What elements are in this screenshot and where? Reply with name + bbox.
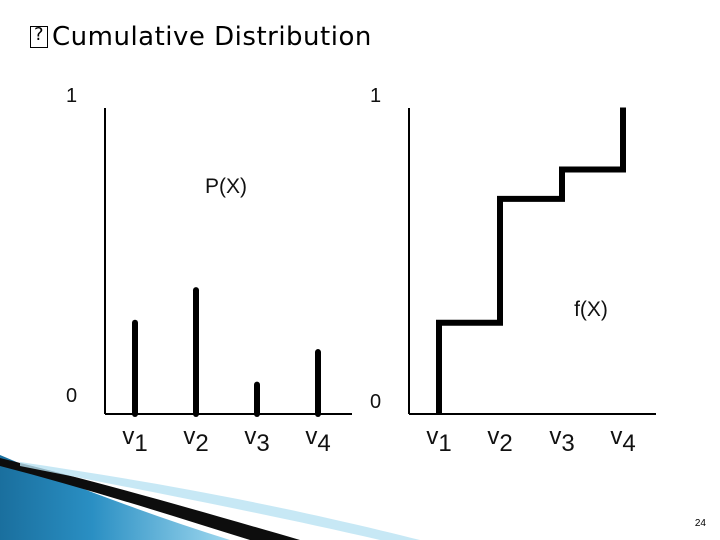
y-tick-label-top: 1 (66, 85, 77, 107)
slide-title: Cumulative Distribution (30, 20, 372, 54)
y-tick-label-top: 1 (370, 85, 381, 107)
x-tick-label-v3: v3 (549, 423, 574, 457)
square-bullet-icon (30, 24, 48, 48)
chart-title-1: P(X) (205, 175, 247, 198)
y-tick-label-zero: 0 (66, 385, 77, 407)
x-tick-label-v1: v1 (122, 423, 147, 457)
y-tick-label-zero: 0 (370, 391, 381, 413)
x-tick-label-v4: v4 (305, 423, 330, 457)
slide-title-text: Cumulative Distribution (52, 22, 372, 52)
x-tick-label-v1: v1 (426, 423, 451, 457)
x-tick-label-v3: v3 (244, 423, 269, 457)
x-tick-label-v4: v4 (610, 423, 635, 457)
cdf-step-line (436, 107, 626, 414)
chart-title-2: f(X) (574, 298, 608, 321)
x-tick-label-v2: v2 (183, 423, 208, 457)
page-number: 24 (694, 518, 706, 529)
x-tick-label-v2: v2 (487, 423, 512, 457)
